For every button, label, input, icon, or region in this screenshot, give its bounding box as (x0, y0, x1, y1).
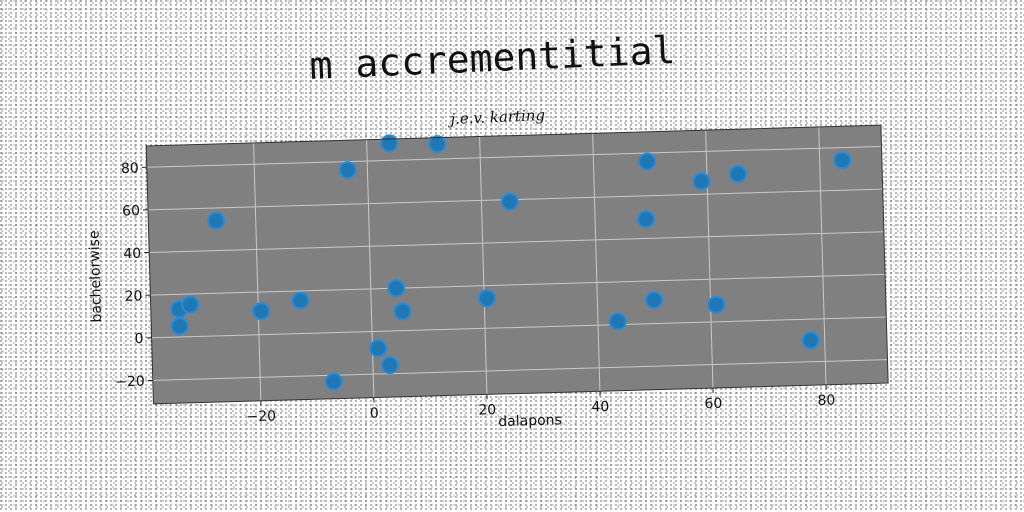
data-points (170, 134, 852, 391)
y-tick-label: 40 (123, 246, 141, 262)
y-tick-label: 60 (122, 203, 140, 219)
x-grid-line (705, 130, 714, 389)
data-point (324, 372, 343, 391)
data-point (428, 135, 447, 154)
y-tick-label: −20 (115, 374, 145, 391)
x-grid-line (592, 133, 601, 392)
y-grid-line (152, 359, 888, 381)
data-point (500, 192, 519, 211)
data-point (252, 302, 271, 321)
data-point (729, 164, 748, 183)
data-point (181, 295, 200, 314)
data-point (638, 152, 657, 171)
y-tick-label: 80 (121, 160, 139, 176)
y-grid-line (149, 231, 884, 254)
data-point (338, 161, 357, 180)
data-point (692, 172, 711, 191)
x-axis-label: dalapons (498, 412, 562, 430)
plot-area: −20 0 20 40 60 80 −20 0 20 40 60 80 dalapons bachel… (87, 124, 889, 430)
data-point (380, 134, 399, 153)
data-point (644, 291, 663, 310)
x-tick-label: 0 (370, 405, 379, 421)
data-point (393, 302, 412, 321)
x-grid-line (479, 136, 488, 395)
y-grid-line (151, 316, 887, 339)
y-grid-line (150, 273, 886, 296)
x-grid-line (253, 142, 262, 401)
y-grid-line (146, 145, 882, 168)
data-point (636, 210, 655, 229)
plot-background (146, 125, 889, 404)
x-tick-label: 20 (478, 402, 496, 418)
plot-frame (145, 124, 889, 405)
chart-subtitle: j.e.v. karting (447, 106, 545, 128)
data-point (380, 356, 399, 375)
x-grid-line (818, 126, 827, 385)
data-point (207, 211, 226, 230)
x-tick-label: 80 (817, 393, 835, 409)
data-point (833, 151, 852, 170)
y-axis-label: bachelorwise (87, 230, 106, 323)
data-point (801, 331, 820, 350)
grid (146, 126, 888, 401)
x-tick-label: 60 (704, 396, 722, 412)
data-point (170, 317, 189, 336)
y-tick-label: 0 (134, 331, 143, 347)
data-point (478, 289, 497, 308)
data-point (608, 312, 627, 331)
x-tick-label: 40 (591, 399, 609, 415)
data-point (387, 279, 406, 298)
x-tick-label: −20 (246, 408, 276, 425)
data-point (291, 291, 310, 310)
chart-title: m accrementitial (309, 28, 677, 88)
data-point (369, 339, 388, 358)
data-point (707, 295, 726, 314)
y-tick-label: 20 (124, 288, 142, 304)
axis-ticks: −20 0 20 40 60 80 −20 0 20 40 60 80 (115, 160, 836, 425)
